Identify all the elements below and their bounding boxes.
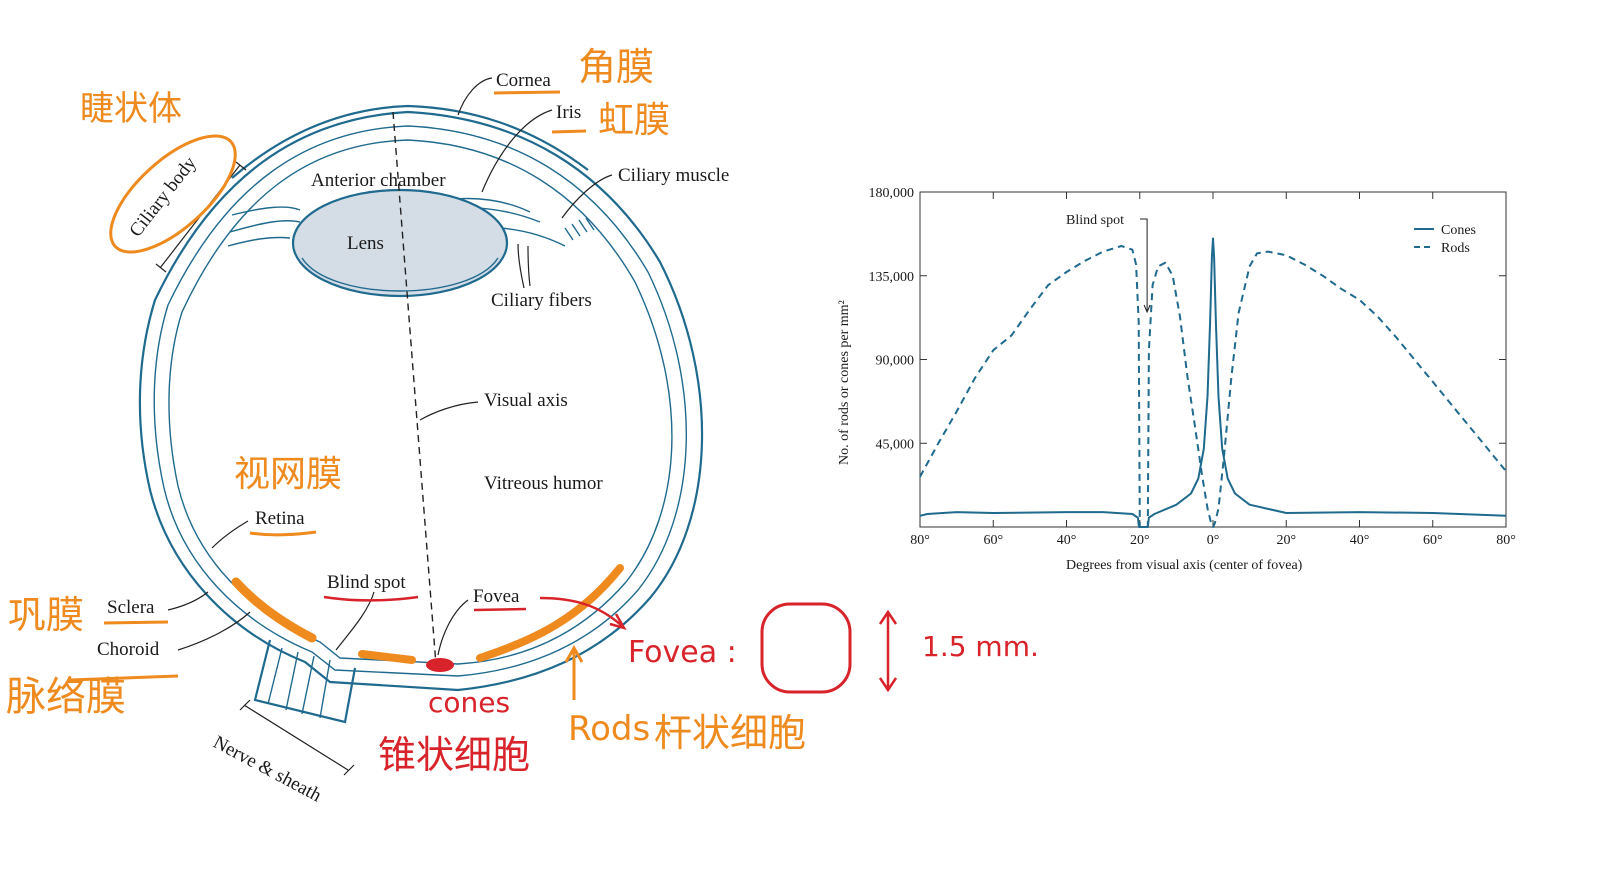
underline-cornea bbox=[493, 90, 561, 95]
eye-diagram: Cornea Iris Anterior chamber Ciliary mus… bbox=[97, 70, 729, 807]
note-sclera-cn: 巩膜 bbox=[8, 593, 84, 637]
legend-cones-label: Cones bbox=[1441, 223, 1476, 238]
note-rods: Rods bbox=[568, 709, 650, 749]
arrow-rods bbox=[564, 644, 584, 700]
y-axis-label: No. of rods or cones per mm² bbox=[837, 300, 852, 465]
series-line-cones bbox=[919, 237, 1507, 528]
underline-retina bbox=[249, 530, 317, 537]
arrow-fovea-note bbox=[539, 596, 627, 631]
iris-left bbox=[227, 206, 301, 247]
label-ciliary-body: Ciliary body bbox=[125, 152, 201, 241]
stroke-choroid bbox=[69, 674, 179, 682]
note-size: 1.5 mm. bbox=[922, 630, 1039, 663]
label-nerve-sheath: Nerve & sheath bbox=[210, 732, 326, 807]
ciliary-fibers-leader bbox=[517, 243, 531, 289]
blind-spot-annotation: Blind spot bbox=[1066, 213, 1151, 314]
label-cornea: Cornea bbox=[496, 70, 551, 91]
nerve-bracket bbox=[239, 699, 355, 776]
visual-axis-leader bbox=[419, 401, 479, 421]
legend: Cones Rods bbox=[1414, 223, 1476, 256]
rods-highlight-mid bbox=[358, 650, 416, 664]
chart-series bbox=[919, 237, 1507, 528]
cornea-front bbox=[231, 104, 589, 179]
label-vitreous-humor: Vitreous humor bbox=[484, 473, 603, 494]
y-tick-label: 180,000 bbox=[869, 186, 915, 201]
label-fovea: Fovea bbox=[473, 586, 520, 607]
circle-ciliary-body bbox=[109, 134, 237, 254]
handwritten-annotations: 角膜 虹膜 睫状体 视网膜 巩膜 脉络膜 Fovea : 1.5 mm. con… bbox=[6, 45, 1039, 777]
note-cones: cones bbox=[428, 686, 510, 719]
y-tick-label: 90,000 bbox=[876, 354, 915, 369]
underline-sclera bbox=[103, 620, 169, 625]
rods-highlight-right bbox=[476, 564, 624, 662]
blind-spot-leader bbox=[335, 591, 375, 651]
x-tick-label: 40° bbox=[1057, 533, 1077, 548]
sclera-outline bbox=[138, 110, 704, 692]
size-arrow bbox=[878, 609, 898, 693]
note-iris-cn: 虹膜 bbox=[598, 100, 670, 141]
legend-rods-label: Rods bbox=[1441, 241, 1470, 256]
x-tick-label: 80° bbox=[910, 533, 930, 548]
blind-spot-annotation-line bbox=[1140, 218, 1151, 314]
y-tick-label: 45,000 bbox=[876, 437, 915, 452]
x-tick-label: 20° bbox=[1276, 533, 1296, 548]
note-ciliary-body-cn: 睫状体 bbox=[80, 89, 182, 129]
retina-leader bbox=[211, 520, 249, 549]
lens-capsule bbox=[301, 257, 499, 292]
x-tick-label: 0° bbox=[1207, 533, 1220, 548]
y-tick-label: 135,000 bbox=[869, 270, 915, 285]
note-fovea: Fovea : bbox=[628, 635, 737, 670]
visual-axis-line bbox=[392, 111, 437, 666]
x-axis-ticks: 80° 60° 40° 20° 0° 20° 40° 60° 80° bbox=[910, 192, 1516, 548]
label-anterior-chamber: Anterior chamber bbox=[311, 170, 446, 191]
note-choroid-cn: 脉络膜 bbox=[6, 674, 126, 720]
ciliary-muscle-leader bbox=[561, 174, 613, 219]
label-iris: Iris bbox=[556, 102, 581, 123]
note-cones-cn: 锥状细胞 bbox=[378, 733, 530, 777]
note-cornea-cn: 角膜 bbox=[578, 45, 654, 89]
note-rods-cn: 杆状细胞 bbox=[654, 711, 806, 755]
label-blind-spot: Blind spot bbox=[327, 572, 406, 593]
fovea-size-circle bbox=[760, 602, 852, 694]
label-ciliary-fibers: Ciliary fibers bbox=[491, 290, 592, 311]
density-chart: 45,000 90,000 135,000 180,000 80° 60° 40° 20° 0… bbox=[837, 186, 1516, 573]
x-tick-label: 60° bbox=[1423, 533, 1443, 548]
y-axis-ticks: 45,000 90,000 135,000 180,000 bbox=[869, 186, 1506, 452]
optic-nerve bbox=[253, 639, 357, 724]
label-visual-axis: Visual axis bbox=[484, 390, 568, 411]
fovea-leader bbox=[437, 599, 469, 656]
note-retina-cn: 视网膜 bbox=[234, 454, 342, 495]
retina-outline bbox=[168, 139, 673, 665]
rods-highlight-left bbox=[231, 577, 317, 643]
x-tick-label: 80° bbox=[1496, 533, 1516, 548]
x-tick-label: 40° bbox=[1350, 533, 1370, 548]
label-choroid: Choroid bbox=[97, 639, 160, 660]
iris-leader bbox=[481, 109, 553, 193]
blind-spot-annotation-label: Blind spot bbox=[1066, 213, 1124, 228]
series-line-rods bbox=[919, 245, 1507, 528]
lens-shape bbox=[291, 188, 509, 298]
fovea-highlight bbox=[426, 658, 454, 672]
cornea-leader bbox=[457, 77, 493, 116]
label-lens: Lens bbox=[347, 233, 384, 254]
underline-fovea bbox=[473, 607, 527, 612]
choroid-leader bbox=[177, 611, 251, 651]
x-tick-label: 20° bbox=[1130, 533, 1150, 548]
label-retina: Retina bbox=[255, 508, 305, 529]
dash-iris bbox=[551, 129, 587, 134]
label-ciliary-muscle: Ciliary muscle bbox=[618, 165, 729, 186]
x-axis-label: Degrees from visual axis (center of fove… bbox=[1066, 558, 1303, 573]
ciliary-muscle-hatch bbox=[564, 217, 595, 241]
sclera-leader bbox=[167, 591, 209, 611]
underline-blind-spot bbox=[323, 595, 419, 602]
x-tick-label: 60° bbox=[983, 533, 1003, 548]
label-sclera: Sclera bbox=[107, 597, 155, 618]
